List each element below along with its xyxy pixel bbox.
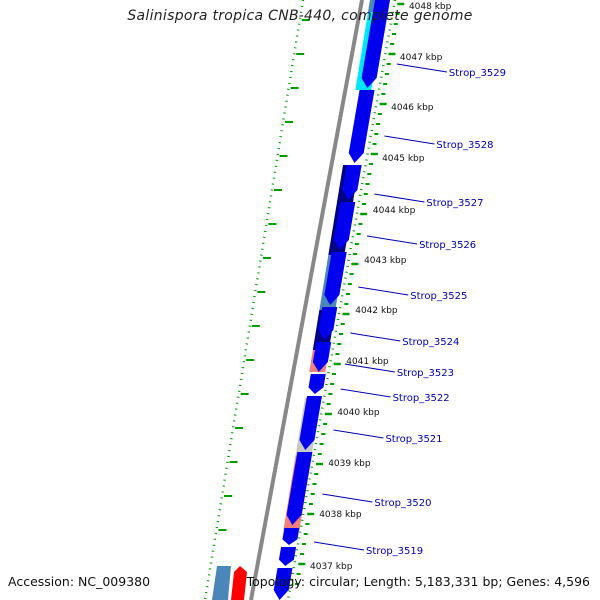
cds-arrow	[312, 342, 332, 372]
cds-arrow	[282, 528, 300, 545]
gene-label: Strop_3523	[397, 368, 454, 379]
kbp-label: 4037 kbp	[310, 562, 353, 572]
gene-label-leaders	[313, 63, 447, 551]
leader-line	[358, 286, 409, 296]
cds-arrow	[324, 252, 347, 305]
genome-summary-text: Topology: circular; Length: 5,183,331 bp…	[247, 574, 590, 589]
cds-arrow	[361, 0, 390, 88]
gene-label: Strop_3528	[436, 140, 493, 151]
leader-line	[333, 429, 384, 439]
gene-labels: Strop_3529 Strop_3528 Strop_3527 Strop_3526…	[366, 68, 506, 557]
cds-arrow	[278, 547, 297, 566]
gene-label: Strop_3522	[393, 393, 450, 404]
gene-label: Strop_3526	[419, 240, 476, 251]
leader-line	[367, 235, 418, 245]
gene-label: Strop_3525	[410, 291, 467, 302]
kbp-label: 4041 kbp	[346, 357, 389, 367]
kbp-label: 4040 kbp	[337, 408, 380, 418]
accession-text: Accession: NC_009380	[8, 574, 151, 589]
cds-arrow	[308, 374, 326, 394]
map-title: Salinispora tropica CNB-440, complete ge…	[127, 8, 473, 24]
kbp-label: 4039 kbp	[328, 459, 371, 469]
kbp-label: 4044 kbp	[373, 206, 416, 216]
kbp-label: 4048 kbp	[409, 2, 452, 12]
leader-line	[374, 193, 425, 203]
backbone-outer	[249, 0, 364, 600]
kbp-label: 4042 kbp	[355, 306, 398, 316]
leader-line	[322, 493, 373, 503]
genome-summary-value: Topology: circular; Length: 5,183,331 bp…	[246, 574, 590, 589]
gc-content-ring	[203, 0, 397, 600]
leader-line	[384, 135, 435, 145]
cds-arrow	[342, 165, 362, 200]
cds-arrow	[299, 396, 323, 450]
kbp-label: 4047 kbp	[400, 53, 443, 63]
leader-line	[350, 332, 401, 342]
leader-line	[396, 63, 447, 73]
leader-line	[344, 363, 395, 373]
cds-arrow	[318, 307, 338, 340]
kbp-ticks	[294, 2, 405, 585]
leader-line	[313, 541, 365, 551]
feature-block-steel-bottom	[212, 566, 231, 600]
gene-label: Strop_3524	[402, 337, 459, 348]
gene-label: Strop_3520	[374, 498, 431, 509]
cds-arrow	[286, 452, 313, 525]
gene-label: Strop_3529	[449, 68, 506, 79]
cds-arrow	[273, 568, 293, 600]
gene-label: Strop_3521	[385, 434, 442, 445]
gene-label: Strop_3519	[366, 546, 423, 557]
feature-block-red	[231, 566, 247, 600]
cds-arrows	[273, 0, 390, 600]
gene-label: Strop_3527	[426, 198, 483, 209]
kbp-labels: 4048 kbp 4047 kbp 4046 kbp 4045 kbp 4044 kbp…	[310, 2, 452, 572]
kbp-label: 4046 kbp	[391, 103, 434, 113]
backbone-line	[249, 0, 364, 600]
kbp-label: 4043 kbp	[364, 256, 407, 266]
cds-arrow	[333, 202, 356, 250]
leader-line	[340, 388, 391, 398]
kbp-label: 4045 kbp	[382, 154, 425, 164]
cds-arrow	[348, 90, 375, 163]
kbp-label: 4038 kbp	[319, 510, 362, 520]
